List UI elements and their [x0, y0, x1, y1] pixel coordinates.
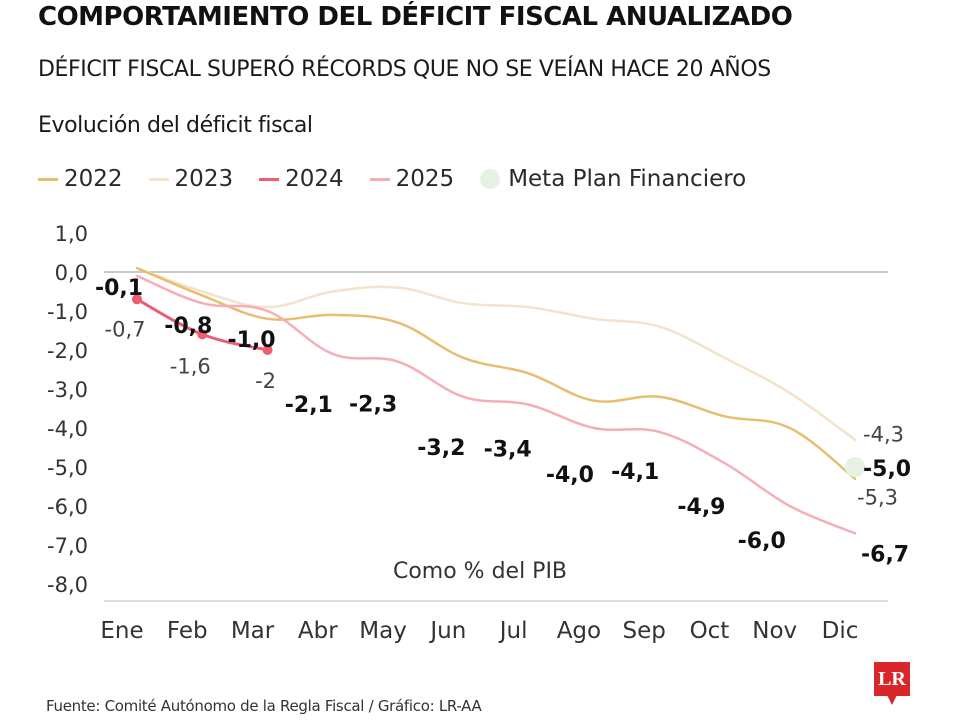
legend-label: 2023 — [174, 166, 234, 192]
legend-dot-meta — [480, 169, 501, 189]
legend-label: 2022 — [64, 166, 123, 192]
series-marker-2024 — [197, 329, 208, 340]
unit-annotation: Como % del PIB — [393, 559, 567, 584]
end-label-2023: -4,3 — [863, 423, 904, 447]
data-label-2025: -0,8 — [164, 314, 212, 339]
y-tick-label: 0,0 — [55, 261, 88, 285]
y-tick-label: -2,0 — [47, 339, 88, 363]
data-label-2025: -4,9 — [677, 495, 725, 520]
series-marker-2024 — [262, 345, 273, 355]
data-label-2024: -2 — [255, 369, 276, 393]
data-label-2025: -0,1 — [95, 276, 143, 301]
source-note: Fuente: Comité Autónomo de la Regla Fisc… — [46, 697, 482, 715]
data-label-2024: -0,7 — [105, 317, 146, 341]
x-tick-label: Ago — [557, 618, 601, 644]
legend-item-2024: 2024 — [259, 166, 344, 192]
legend-swatch-2023 — [148, 177, 169, 181]
x-tick-label: Nov — [752, 618, 797, 644]
series-marker-2024 — [132, 294, 142, 305]
x-tick-label: Mar — [231, 618, 275, 644]
legend-swatch-2025 — [369, 177, 390, 181]
x-tick-label: Dic — [822, 618, 859, 644]
legend-item-2025: 2025 — [369, 166, 455, 192]
legend-swatch-2024 — [259, 177, 280, 181]
y-tick-label: -3,0 — [47, 378, 88, 402]
x-tick-label: Abr — [298, 618, 338, 644]
page-subtitle: DÉFICIT FISCAL SUPERÓ RÉCORDS QUE NO SE … — [38, 57, 771, 82]
y-tick-label: -8,0 — [47, 573, 88, 597]
x-tick-label: Feb — [167, 618, 208, 644]
page-title: COMPORTAMIENTO DEL DÉFICIT FISCAL ANUALI… — [38, 2, 793, 32]
legend-label: Meta Plan Financiero — [508, 166, 747, 192]
legend-item-meta: Meta Plan Financiero — [480, 166, 746, 192]
y-tick-label: -7,0 — [47, 534, 88, 558]
series-line-2025 — [135, 274, 857, 535]
x-tick-label: Jul — [498, 618, 528, 644]
legend-item-2023: 2023 — [148, 166, 234, 192]
series-line-2023 — [135, 266, 857, 441]
data-label-2025: -3,4 — [484, 438, 532, 463]
y-tick-label: -4,0 — [47, 417, 88, 441]
chart-title: Evolución del déficit fiscal — [38, 113, 313, 138]
x-tick-label: Oct — [690, 618, 730, 644]
data-label-2025: -2,3 — [349, 393, 397, 418]
data-label-2024: -1,6 — [170, 354, 211, 378]
legend-label: 2025 — [395, 166, 455, 192]
x-tick-label: Ene — [100, 618, 143, 644]
data-label-2025: -6,0 — [738, 529, 786, 554]
y-tick-label: -5,0 — [47, 456, 88, 480]
y-tick-label: -6,0 — [47, 495, 88, 519]
x-tick-label: Sep — [623, 618, 666, 644]
meta-point — [845, 457, 865, 477]
data-label-2025: -2,1 — [285, 393, 333, 418]
data-label-2025: -4,1 — [611, 460, 659, 485]
y-tick-label: -1,0 — [47, 300, 88, 324]
end-label-2022: -5,3 — [857, 486, 898, 510]
data-label-2025: -3,2 — [417, 436, 465, 461]
data-label-2025: -1,0 — [227, 328, 275, 353]
y-tick-label: 1,0 — [55, 222, 88, 246]
x-tick-label: Jun — [428, 618, 466, 644]
data-label-2025: -6,7 — [861, 542, 909, 567]
lr-logo: LR — [874, 662, 910, 696]
meta-label: -5,0 — [863, 457, 911, 482]
legend-swatch-2022 — [38, 177, 58, 181]
legend-label: 2024 — [285, 166, 344, 192]
legend: 2022 2023 2024 2025 Meta Plan Financiero — [38, 166, 772, 192]
lr-logo-tail — [887, 695, 897, 705]
legend-item-2022: 2022 — [38, 166, 123, 192]
series-line-2022 — [135, 266, 857, 480]
data-label-2025: -4,0 — [546, 463, 594, 488]
x-tick-label: May — [359, 618, 407, 644]
